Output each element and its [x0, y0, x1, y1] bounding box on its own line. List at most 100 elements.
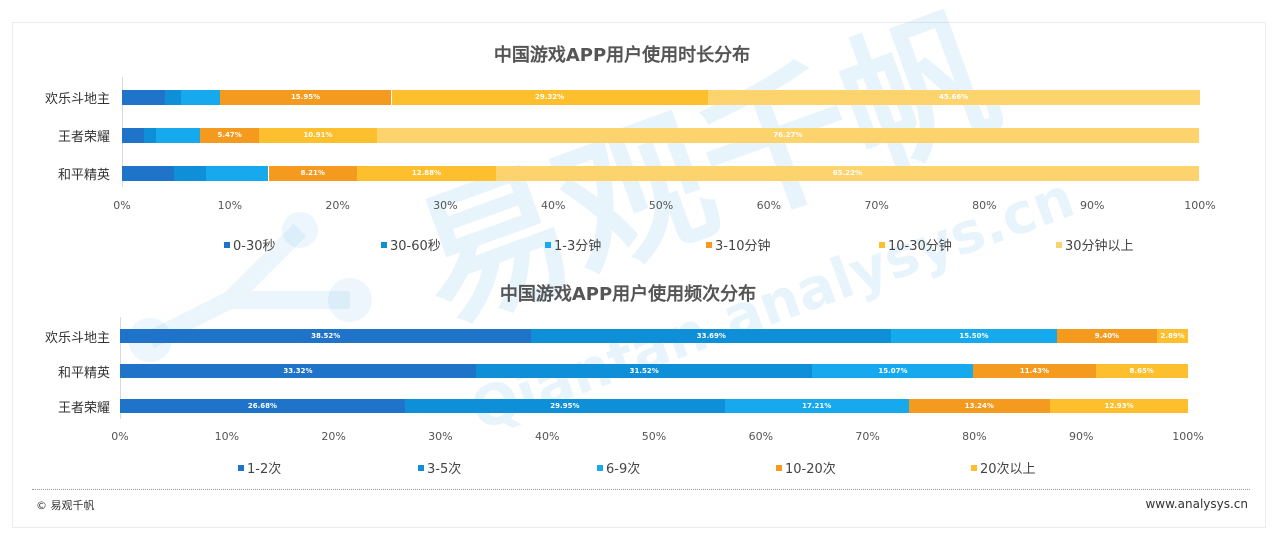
frequency-legend-label: 3-5次	[427, 462, 462, 477]
footer-divider	[32, 489, 1250, 490]
frequency-category-label: 和平精英	[57, 366, 110, 381]
duration-x-tick-label: 90%	[1079, 199, 1105, 212]
frequency-legend-item: 3-5次	[418, 458, 461, 477]
duration-x-tick-label: 20%	[325, 199, 350, 212]
frequency-bar-segment	[973, 364, 1096, 378]
duration-bar-segment	[495, 165, 1199, 181]
duration-legend-label: 10-30分钟	[888, 239, 952, 254]
duration-category-label: 王者荣耀	[57, 130, 110, 145]
duration-x-tick-label: 50%	[648, 199, 674, 212]
duration-category-label: 欢乐斗地主	[44, 92, 110, 107]
duration-data-label: 45.66%	[939, 93, 969, 101]
frequency-data-label: 29.95%	[550, 402, 580, 410]
duration-data-label: 12.88%	[411, 169, 441, 177]
duration-legend-item: 30-60秒	[381, 235, 441, 254]
frequency-x-tick-label: 20%	[321, 430, 346, 443]
duration-legend-label: 30分钟以上	[1065, 239, 1134, 254]
frequency-legend-swatch	[597, 464, 603, 471]
frequency-bar-segment	[404, 399, 725, 413]
duration-data-label: 29.32%	[534, 93, 565, 101]
duration-bar-segment	[173, 165, 207, 181]
duration-bar-segment	[707, 89, 1200, 105]
duration-legend-label: 30-60秒	[390, 239, 441, 254]
frequency-x-tick-label: 50%	[641, 430, 667, 443]
frequency-legend-item: 20次以上	[971, 458, 1036, 477]
duration-bar-segment	[143, 127, 157, 143]
frequency-data-label: 8.65%	[1129, 367, 1154, 375]
frequency-legend-item: 10-20次	[776, 458, 836, 477]
frequency-legend-swatch	[238, 464, 244, 471]
frequency-data-label: 9.40%	[1094, 332, 1120, 340]
frequency-bar-segment	[724, 399, 909, 413]
frequency-bar-segment	[120, 329, 532, 343]
frequency-bar-segment	[1050, 399, 1189, 413]
frequency-bar-segment	[531, 329, 892, 343]
frequency-bar-segment	[812, 364, 974, 378]
frequency-category-label: 王者荣耀	[57, 401, 110, 416]
frequency-x-tick-label: 10%	[214, 430, 240, 443]
duration-x-tick-label: 10%	[217, 199, 243, 212]
duration-legend-swatch	[1056, 241, 1062, 248]
frequency-legend-item: 6-9次	[597, 458, 640, 477]
frequency-data-label: 15.50%	[959, 332, 989, 340]
report-frame	[12, 22, 1266, 528]
frequency-x-tick-label: 80%	[962, 430, 987, 443]
duration-legend-item: 1-3分钟	[545, 235, 601, 254]
duration-bar-segment	[165, 89, 182, 105]
duration-bar-segment	[181, 89, 220, 105]
frequency-bar-segment	[120, 364, 476, 378]
frequency-x-tick-label: 60%	[748, 430, 774, 443]
duration-legend-label: 1-3分钟	[554, 239, 602, 254]
duration-data-label: 76.27%	[773, 131, 803, 139]
frequency-x-tick-label: 70%	[855, 430, 880, 443]
frequency-data-label: 11.43%	[1019, 367, 1050, 375]
frequency-x-tick-label: 30%	[428, 430, 453, 443]
website-link[interactable]: www.analysys.cn	[1145, 497, 1248, 511]
duration-legend-label: 3-10分钟	[715, 239, 771, 254]
frequency-bar-segment	[891, 329, 1057, 343]
duration-bar-segment	[391, 89, 708, 105]
frequency-legend-label: 1-2次	[247, 462, 282, 477]
duration-bar-segment	[268, 165, 357, 181]
frequency-legend-swatch	[971, 464, 977, 471]
duration-x-tick-label: 0%	[113, 199, 131, 212]
duration-x-tick-label: 80%	[972, 199, 997, 212]
duration-chart-title: 中国游戏APP用户使用时长分布	[493, 45, 751, 66]
duration-x-tick-label: 40%	[540, 199, 566, 212]
frequency-legend-swatch	[418, 464, 424, 471]
duration-x-tick-label: 100%	[1184, 199, 1216, 212]
frequency-data-label: 38.52%	[311, 332, 341, 340]
duration-data-label: 15.95%	[290, 93, 321, 101]
duration-legend-swatch	[224, 241, 230, 248]
duration-bar-segment	[200, 127, 260, 143]
frequency-category-label: 欢乐斗地主	[44, 331, 110, 346]
duration-legend-item: 0-30秒	[224, 235, 276, 254]
duration-legend-item: 30分钟以上	[1056, 235, 1134, 254]
frequency-data-label: 26.68%	[247, 402, 278, 410]
frequency-data-label: 13.24%	[964, 402, 994, 410]
duration-bar-segment	[156, 127, 201, 143]
copyright-text: © 易观千帆	[36, 499, 95, 512]
frequency-bar-segment	[475, 364, 813, 378]
frequency-x-tick-label: 40%	[534, 430, 560, 443]
duration-bar-segment	[122, 165, 174, 181]
duration-data-label: 10.91%	[303, 131, 333, 139]
frequency-bar-segment	[1056, 329, 1158, 343]
duration-bar-segment	[122, 89, 166, 105]
frequency-data-label: 12.93%	[1104, 402, 1134, 410]
frequency-legend-label: 6-9次	[606, 462, 641, 477]
frequency-data-label: 17.21%	[802, 402, 832, 410]
duration-legend-swatch	[545, 241, 551, 248]
frequency-legend-swatch	[776, 464, 782, 471]
duration-data-label: 8.21%	[300, 169, 325, 177]
frequency-x-tick-label: 100%	[1172, 430, 1204, 443]
frequency-x-tick-label: 0%	[111, 430, 129, 443]
frequency-legend-label: 10-20次	[785, 462, 836, 477]
duration-legend-item: 10-30分钟	[879, 235, 952, 254]
frequency-data-label: 31.52%	[629, 367, 659, 375]
duration-bar-segment	[219, 89, 392, 105]
duration-legend-swatch	[381, 241, 387, 248]
frequency-bar-segment	[1095, 364, 1188, 378]
duration-bar-segment	[357, 165, 496, 181]
